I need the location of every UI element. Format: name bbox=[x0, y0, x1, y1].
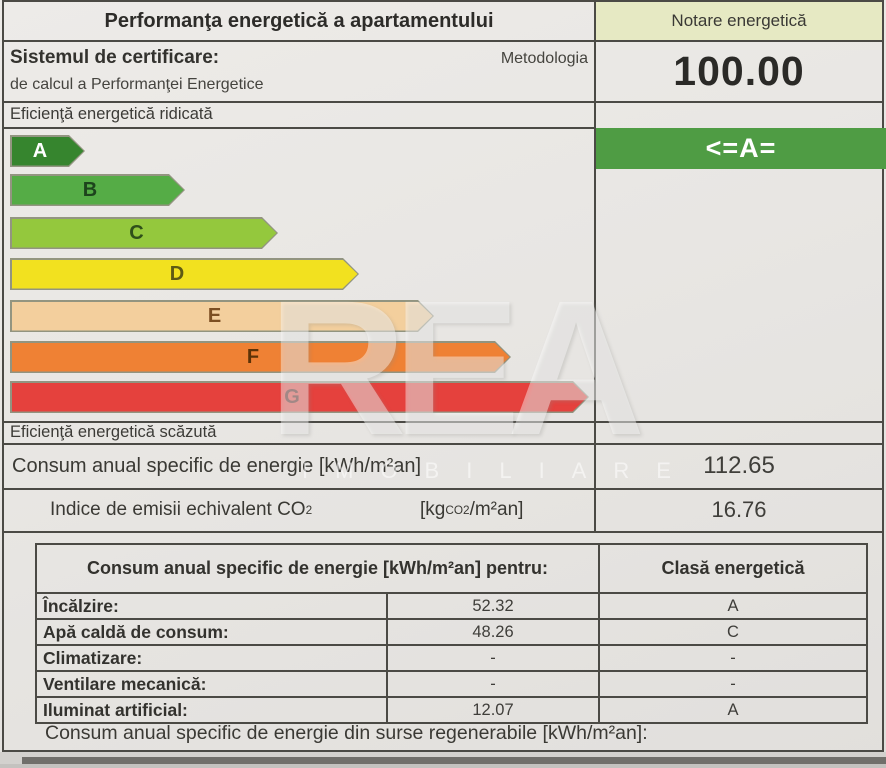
row-value: - bbox=[388, 646, 600, 670]
row-label: Încălzire: bbox=[37, 594, 388, 618]
energy-arrow-d: D bbox=[10, 258, 359, 290]
divider-columns bbox=[594, 0, 596, 531]
divider-low-label bbox=[2, 443, 884, 445]
annual-energy-value: 112.65 bbox=[703, 452, 775, 479]
table-row: Ventilare mecanică: - - bbox=[37, 672, 866, 698]
page-edge-highlight bbox=[0, 764, 886, 768]
divider-high-label bbox=[2, 127, 596, 129]
row-class: - bbox=[730, 648, 736, 667]
divider-energy-row bbox=[2, 488, 884, 490]
border-right bbox=[882, 0, 884, 752]
divider-header bbox=[2, 40, 884, 42]
row-class: A bbox=[727, 700, 739, 719]
page-title: Performanţa energetică a apartamentului bbox=[104, 9, 494, 32]
certification-system-label: Sistemul de certificare: bbox=[10, 47, 220, 68]
table-row: Apă caldă de consum: 48.26 C bbox=[37, 620, 866, 646]
arrow-letter: E bbox=[207, 304, 222, 327]
methodology-line2: de calcul a Performanţei Energetice bbox=[10, 76, 264, 93]
table-row: Iluminat artificial: 12.07 A bbox=[37, 698, 866, 722]
co2-index-label: Indice de emisii echivalent CO 2 bbox=[50, 490, 312, 530]
arrow-letter: G bbox=[284, 385, 300, 408]
co2-label-sub: 2 bbox=[305, 503, 313, 517]
annual-energy-label: Consum anual specific de energie [kWh/m²… bbox=[12, 454, 422, 477]
renewable-energy-footnote: Consum anual specific de energie din sur… bbox=[45, 722, 648, 744]
co2-unit-pre: [kg bbox=[420, 499, 446, 520]
consumption-table: Consum anual specific de energie [kWh/m²… bbox=[35, 543, 868, 724]
table-row: Încălzire: 52.32 A bbox=[37, 594, 866, 620]
border-top bbox=[2, 0, 884, 2]
energy-score: 100.00 bbox=[673, 47, 805, 94]
co2-label-text: Indice de emisii echivalent CO bbox=[50, 499, 306, 520]
energy-arrow-f: F bbox=[10, 341, 511, 373]
row-label: Apă caldă de consum: bbox=[37, 620, 388, 644]
co2-unit: [kg CO2/m²an] bbox=[420, 490, 523, 530]
page-edge-shadow bbox=[22, 757, 886, 764]
row-class: A bbox=[727, 596, 739, 615]
arrow-letter: B bbox=[82, 178, 98, 201]
co2-unit-sub: CO2 bbox=[445, 503, 470, 517]
row-label: Iluminat artificial: bbox=[37, 698, 388, 722]
co2-unit-post: /m²an] bbox=[469, 499, 524, 520]
row-class: C bbox=[727, 622, 739, 641]
row-value: 12.07 bbox=[388, 698, 600, 722]
energy-arrow-e: E bbox=[10, 300, 434, 332]
arrow-letter: C bbox=[129, 221, 144, 244]
methodology-line1: Metodologia bbox=[500, 50, 588, 67]
arrow-letter: D bbox=[169, 262, 185, 285]
co2-index-value: 16.76 bbox=[711, 497, 767, 522]
arrow-letter: F bbox=[246, 345, 260, 368]
energy-arrow-c: C bbox=[10, 217, 278, 249]
divider-certification bbox=[2, 101, 884, 103]
class-marker: <=A= bbox=[596, 128, 886, 169]
energy-arrow-b: B bbox=[10, 174, 185, 206]
divider-arrows-bottom bbox=[2, 421, 884, 423]
table-row: Climatizare: - - bbox=[37, 646, 866, 672]
energy-arrow-a: A bbox=[10, 135, 85, 167]
table-header-row: Consum anual specific de energie [kWh/m²… bbox=[37, 545, 866, 594]
high-efficiency-label: Eficienţă energetică ridicată bbox=[10, 105, 213, 123]
low-efficiency-label: Eficienţă energetică scăzută bbox=[10, 423, 217, 441]
table-header-left: Consum anual specific de energie [kWh/m²… bbox=[37, 545, 600, 592]
row-class: - bbox=[730, 674, 736, 693]
row-label: Climatizare: bbox=[37, 646, 388, 670]
row-value: 52.32 bbox=[388, 594, 600, 618]
energy-rating-header: Notare energetică bbox=[596, 2, 882, 40]
row-label: Ventilare mecanică: bbox=[37, 672, 388, 696]
table-header-right: Clasă energetică bbox=[661, 558, 805, 578]
border-left bbox=[2, 0, 4, 752]
divider-co2-row bbox=[2, 531, 884, 533]
row-value: 48.26 bbox=[388, 620, 600, 644]
border-bottom bbox=[2, 750, 884, 752]
row-value: - bbox=[388, 672, 600, 696]
arrow-letter: A bbox=[32, 139, 48, 162]
energy-arrow-g: G bbox=[10, 381, 589, 413]
